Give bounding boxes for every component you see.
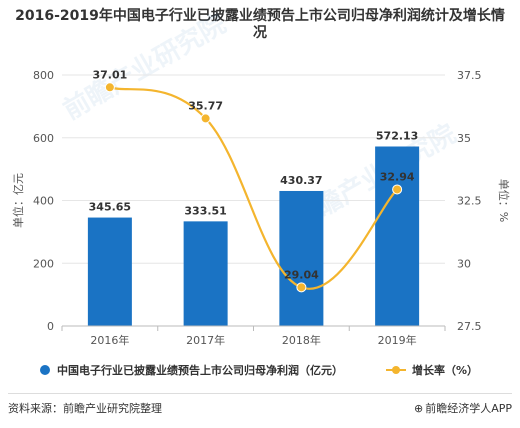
bar: [279, 190, 324, 326]
footer-divider: [8, 393, 512, 394]
y-tick-label: 800: [33, 69, 54, 82]
x-tick-label: 2016年: [90, 333, 129, 347]
growth-point: [104, 82, 115, 93]
line-series: [104, 82, 403, 293]
bar: [183, 221, 228, 326]
legend-bar-label: 中国电子行业已披露业绩预告上市公司归母净利润（亿元）: [57, 363, 343, 377]
bar-series: [87, 146, 420, 326]
brand-text: 前瞻经济学人APP: [425, 402, 512, 415]
growth-point: [200, 113, 211, 124]
growth-line: [109, 86, 398, 290]
chart-title: 2016-2019年中国电子行业已披露业绩预告上市公司归母净利润统计及增长情况: [15, 8, 505, 41]
growth-point: [392, 184, 403, 195]
y2-tick-label: 37.5: [457, 69, 482, 82]
y2-axis-title: 单位：%: [497, 179, 511, 222]
y-tick-label: 0: [47, 320, 54, 333]
bar-value-label: 345.65: [89, 201, 131, 214]
axes: 0 200 400 600 800 27.5 30 32.5 35 37.5 2016年 2017年 2…: [11, 69, 511, 347]
line-value-label: 29.04: [284, 268, 319, 281]
x-tick-label: 2017年: [186, 333, 225, 347]
brand-note: ⊕ 前瞻经济学人APP: [414, 400, 512, 416]
y2-tick-label: 32.5: [457, 195, 482, 208]
line-value-label: 37.01: [92, 68, 127, 81]
y-tick-label: 200: [33, 257, 54, 270]
legend-line-label: 增长率（%）: [412, 363, 478, 377]
growth-point: [296, 282, 307, 293]
y-tick-label: 400: [33, 195, 54, 208]
y2-tick-label: 35: [457, 132, 471, 145]
bar: [375, 146, 420, 326]
data-labels: 345.65 333.51 430.37 572.13 37.01 35.77 29.04 3…: [89, 68, 419, 281]
line-value-label: 32.94: [380, 170, 415, 183]
line-value-label: 35.77: [188, 99, 223, 112]
brand-logo-icon: ⊕: [413, 402, 424, 415]
y-axis-title: 单位：亿元: [11, 173, 25, 228]
y2-tick-label: 30: [457, 257, 471, 270]
legend-bar-swatch: [40, 365, 50, 375]
source-note: 资料来源：前瞻产业研究院整理: [8, 402, 162, 415]
legend-line-marker: [392, 366, 400, 374]
x-tick-label: 2018年: [282, 333, 321, 347]
bar-value-label: 333.51: [184, 204, 226, 217]
x-tick-label: 2019年: [378, 333, 417, 347]
bar-value-label: 430.37: [280, 174, 322, 187]
bar: [87, 217, 132, 326]
y-tick-label: 600: [33, 132, 54, 145]
legend: 中国电子行业已披露业绩预告上市公司归母净利润（亿元） 增长率（%）: [40, 363, 478, 377]
bar-value-label: 572.13: [376, 129, 418, 142]
y2-tick-label: 27.5: [457, 320, 482, 333]
